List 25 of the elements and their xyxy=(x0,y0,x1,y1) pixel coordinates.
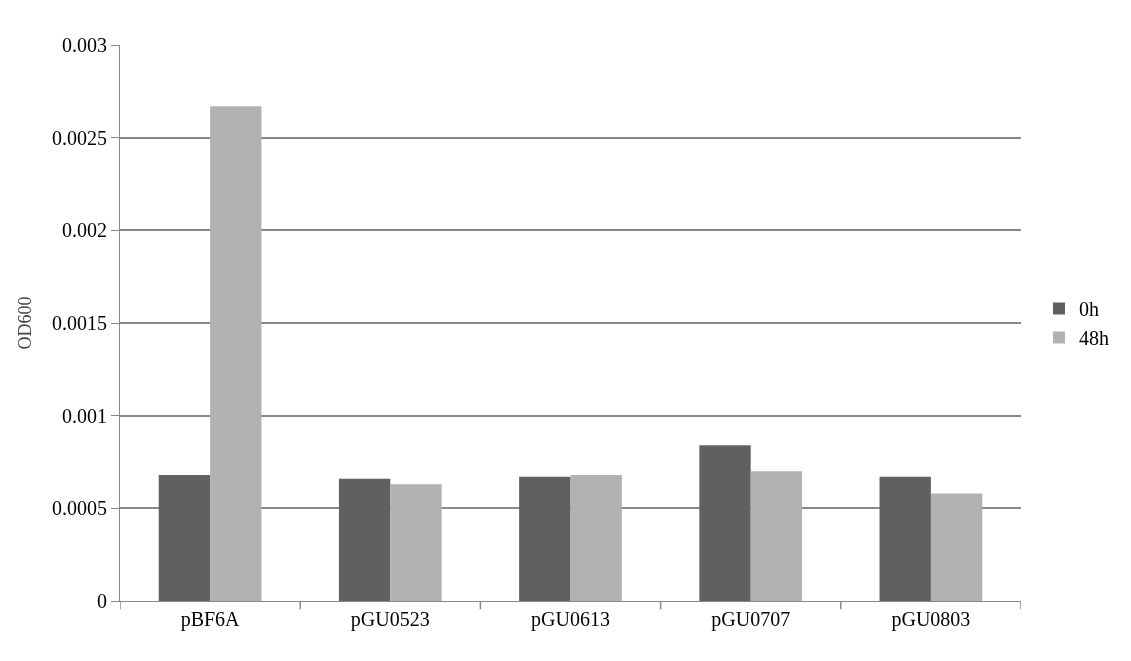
bar xyxy=(750,471,803,601)
x-tick-label: pGU0523 xyxy=(350,608,430,631)
bar xyxy=(158,474,211,601)
bar xyxy=(210,106,262,601)
bar xyxy=(390,484,442,601)
y-tick-label: 0.001 xyxy=(62,404,107,427)
legend-label: 0h xyxy=(1079,298,1100,321)
legend-label: 48h xyxy=(1079,327,1110,350)
y-tick-label: 0.0015 xyxy=(52,312,107,334)
bar xyxy=(879,476,931,601)
bar xyxy=(570,474,622,601)
y-tick-label: 0.0005 xyxy=(52,497,107,520)
y-tick-label: 0 xyxy=(97,590,107,612)
bar xyxy=(699,445,751,601)
x-tick-label: pBF6A xyxy=(180,608,241,631)
y-tick-label: 0.003 xyxy=(62,34,107,56)
y-tick-label: 0.0025 xyxy=(52,126,107,149)
x-tick-label: pGU0803 xyxy=(891,608,971,631)
bar xyxy=(519,476,571,601)
x-tick-label: pGU0613 xyxy=(531,608,610,631)
x-tick-label: pGU0707 xyxy=(711,608,791,631)
bar xyxy=(338,478,391,601)
bar xyxy=(930,493,983,601)
y-axis-title: OD600 xyxy=(15,296,36,350)
y-tick-label: 0.002 xyxy=(62,219,107,242)
